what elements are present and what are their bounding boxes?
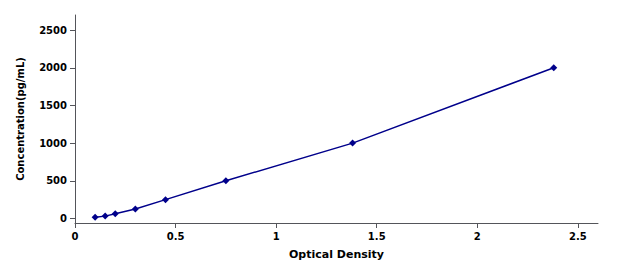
svg-text:Concentration(pg/mL): Concentration(pg/mL) [15, 57, 26, 181]
svg-text:1.5: 1.5 [368, 231, 386, 242]
svg-text:500: 500 [46, 175, 67, 186]
svg-text:1: 1 [273, 231, 280, 242]
svg-text:2: 2 [474, 231, 481, 242]
svg-text:1000: 1000 [39, 138, 67, 149]
svg-text:2000: 2000 [39, 62, 67, 73]
svg-text:0: 0 [60, 213, 67, 224]
svg-text:1500: 1500 [39, 100, 67, 111]
svg-text:2.5: 2.5 [569, 231, 587, 242]
svg-text:2500: 2500 [39, 25, 67, 36]
svg-text:Optical Density: Optical Density [289, 248, 384, 261]
svg-text:0.5: 0.5 [167, 231, 185, 242]
svg-text:0: 0 [72, 231, 79, 242]
